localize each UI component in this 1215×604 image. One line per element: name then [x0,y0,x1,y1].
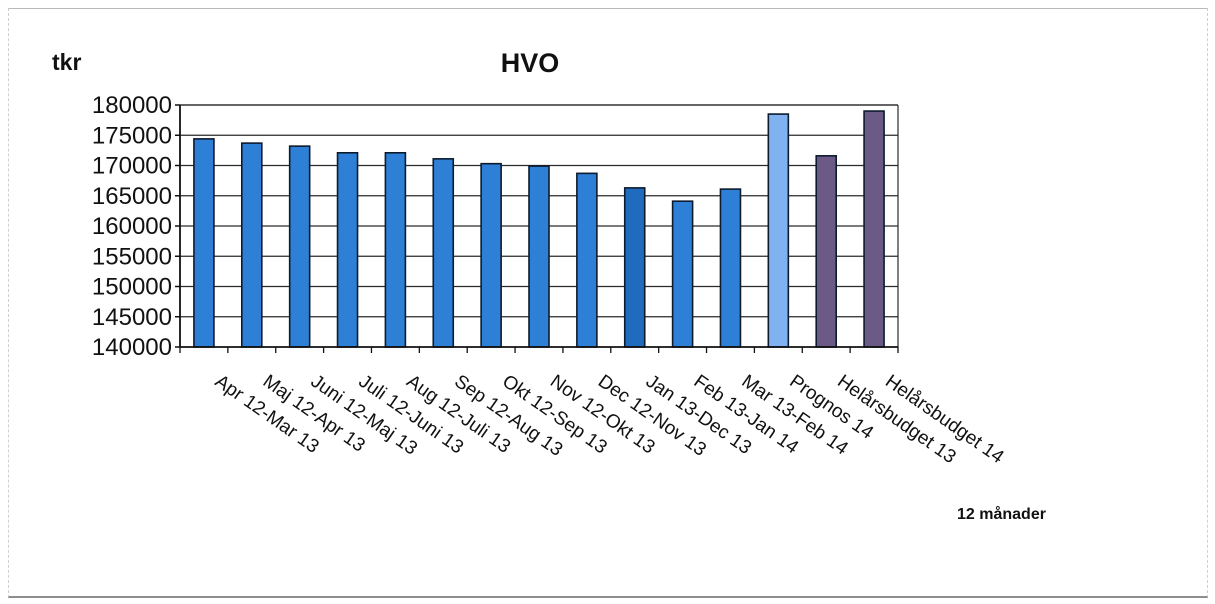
bar [241,142,263,348]
axes [175,104,899,353]
chart-title: HVO [501,48,560,78]
bar [288,145,311,348]
scanned-page-frame [8,8,1208,598]
y-tick-label: 165000 [92,183,172,210]
bar [767,113,790,348]
y-tick-labels: 140000 145000 150000 155000 160000 165000 1700… [92,92,172,361]
bar [336,151,359,348]
y-axis-unit-label: tkr [52,49,81,75]
y-tick-label: 175000 [92,122,172,149]
y-tick-label: 155000 [92,243,172,270]
y-tick-label: 140000 [92,334,172,361]
y-tick-label: 170000 [92,153,172,180]
bar [528,165,550,348]
y-tick-label: 150000 [92,274,172,301]
x-axis-title: 12 månader [957,505,1046,523]
y-tick-label: 145000 [92,304,172,331]
bar [719,188,742,348]
bar [384,151,407,348]
bar [815,155,838,348]
bar [193,138,215,348]
bar [480,162,502,348]
y-tick-label: 160000 [92,213,172,240]
bar [671,200,694,348]
bar [576,172,598,348]
bar [432,158,455,348]
bar [623,187,646,348]
bars [193,110,885,348]
y-tick-label: 180000 [92,92,172,119]
bar [863,110,885,348]
